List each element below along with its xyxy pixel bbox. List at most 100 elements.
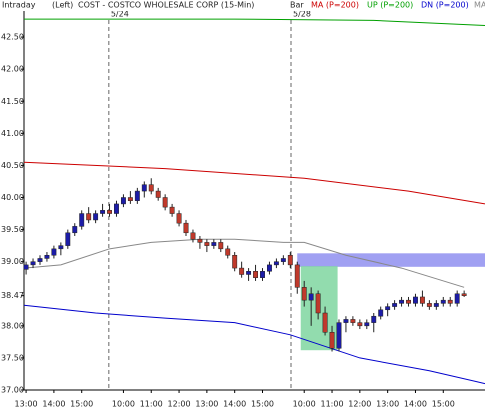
candle-body (301, 287, 307, 301)
x-tick-label: 10:00 (293, 400, 316, 409)
candle-body (336, 322, 342, 349)
x-tick-label: 15:00 (70, 400, 93, 409)
x-tick-label: 12:00 (168, 400, 191, 409)
candle-body (204, 242, 210, 246)
candle-body (260, 271, 265, 278)
candle-body (378, 309, 384, 317)
overlay-line (23, 238, 465, 288)
candle-body (406, 299, 411, 304)
candle-body (239, 267, 245, 275)
candle-body (162, 197, 168, 208)
candle-body (399, 299, 405, 304)
x-tick-label: 15:00 (432, 400, 455, 409)
x-tick-label: 14:00 (42, 400, 65, 409)
x-tick-label: 14:00 (404, 400, 427, 409)
y-tick-label: 38.47 (1, 291, 24, 300)
candle-body (51, 248, 57, 256)
candle-body (287, 255, 293, 266)
candle-body (225, 248, 231, 256)
candle-body (419, 296, 425, 304)
overlay-line (23, 161, 485, 205)
candle-body (246, 271, 252, 275)
y-tick-label: 39.50 (1, 225, 24, 234)
candle-body (183, 222, 189, 234)
legend-entry: MA (474, 1, 485, 10)
y-tick-label: 40.00 (1, 193, 24, 202)
candle-body (253, 271, 258, 278)
candle-body (461, 293, 467, 296)
candle-body (371, 315, 377, 323)
candle-body (343, 319, 349, 323)
candle-body (322, 312, 328, 333)
candle-body (350, 319, 356, 323)
y-tick-label: 38.00 (1, 321, 24, 330)
day-label: 5/24 (111, 10, 129, 19)
candle-body (440, 299, 446, 304)
candle-body (93, 213, 99, 221)
candle-body (72, 226, 78, 234)
y-tick-label: 39.00 (1, 257, 24, 266)
x-tick-label: 15:00 (251, 400, 274, 409)
overlay-line (24, 18, 485, 27)
legend-entry: MA (P=200) (311, 1, 359, 10)
candle-body (232, 255, 238, 269)
candle-body (114, 203, 119, 214)
y-tick-label: 41.50 (1, 97, 24, 106)
candle-body (218, 242, 224, 250)
y-tick-label: 37.00 (1, 386, 24, 395)
header-text: Intraday (2, 1, 36, 10)
candle-body (197, 238, 203, 243)
candle-body (433, 303, 439, 307)
header-text: (Left) (52, 1, 73, 10)
y-tick-label: 41.00 (1, 129, 24, 138)
candle-body (190, 232, 196, 240)
candle-body (294, 264, 300, 288)
candle-body (134, 190, 140, 201)
y-tick-label: 37.50 (1, 353, 24, 362)
candle-body (100, 210, 106, 214)
candle-body (37, 258, 43, 262)
legend-entry: UP (P=200) (367, 1, 413, 10)
candle-body (65, 232, 71, 246)
x-tick-label: 11:00 (320, 400, 343, 409)
candle-body (364, 322, 370, 327)
candle-body (79, 213, 85, 227)
x-tick-label: 13:00 (15, 400, 38, 409)
candle-body (44, 255, 50, 259)
candle-body (413, 296, 418, 304)
header-text: COST - COSTCO WHOLESALE CORP (15-Min) (78, 1, 254, 10)
header-text: Bar (290, 1, 304, 10)
candle-body (392, 303, 398, 307)
candle-body (273, 261, 279, 266)
x-tick-label: 13:00 (195, 400, 218, 409)
x-tick-label: 13:00 (376, 400, 399, 409)
candle-body (120, 197, 126, 205)
candle-body (315, 293, 321, 314)
candle-body (357, 322, 363, 327)
candle-body (30, 261, 36, 266)
candle-body (127, 197, 133, 201)
legend-entry: DN (P=200) (421, 1, 469, 10)
candle-body (107, 210, 112, 214)
highlight-zone (297, 253, 485, 267)
header-bg (0, 0, 485, 11)
candle-body (266, 264, 272, 272)
x-tick-label: 14:00 (223, 400, 246, 409)
overlay-line (23, 304, 485, 385)
candle-body (148, 184, 154, 192)
y-tick-label: 42.50 (1, 33, 24, 42)
candle-body (211, 242, 217, 246)
day-label: 5/28 (293, 10, 311, 19)
x-tick-label: 12:00 (348, 400, 371, 409)
candle-body (447, 299, 453, 304)
candle-body (86, 213, 92, 221)
x-tick-label: 10:00 (112, 400, 135, 409)
candle-body (141, 184, 147, 192)
candle-body (329, 332, 335, 349)
candle-body (155, 190, 161, 198)
y-tick-label: 40.50 (1, 161, 24, 170)
candle-body (385, 306, 391, 311)
candle-body (426, 303, 432, 307)
